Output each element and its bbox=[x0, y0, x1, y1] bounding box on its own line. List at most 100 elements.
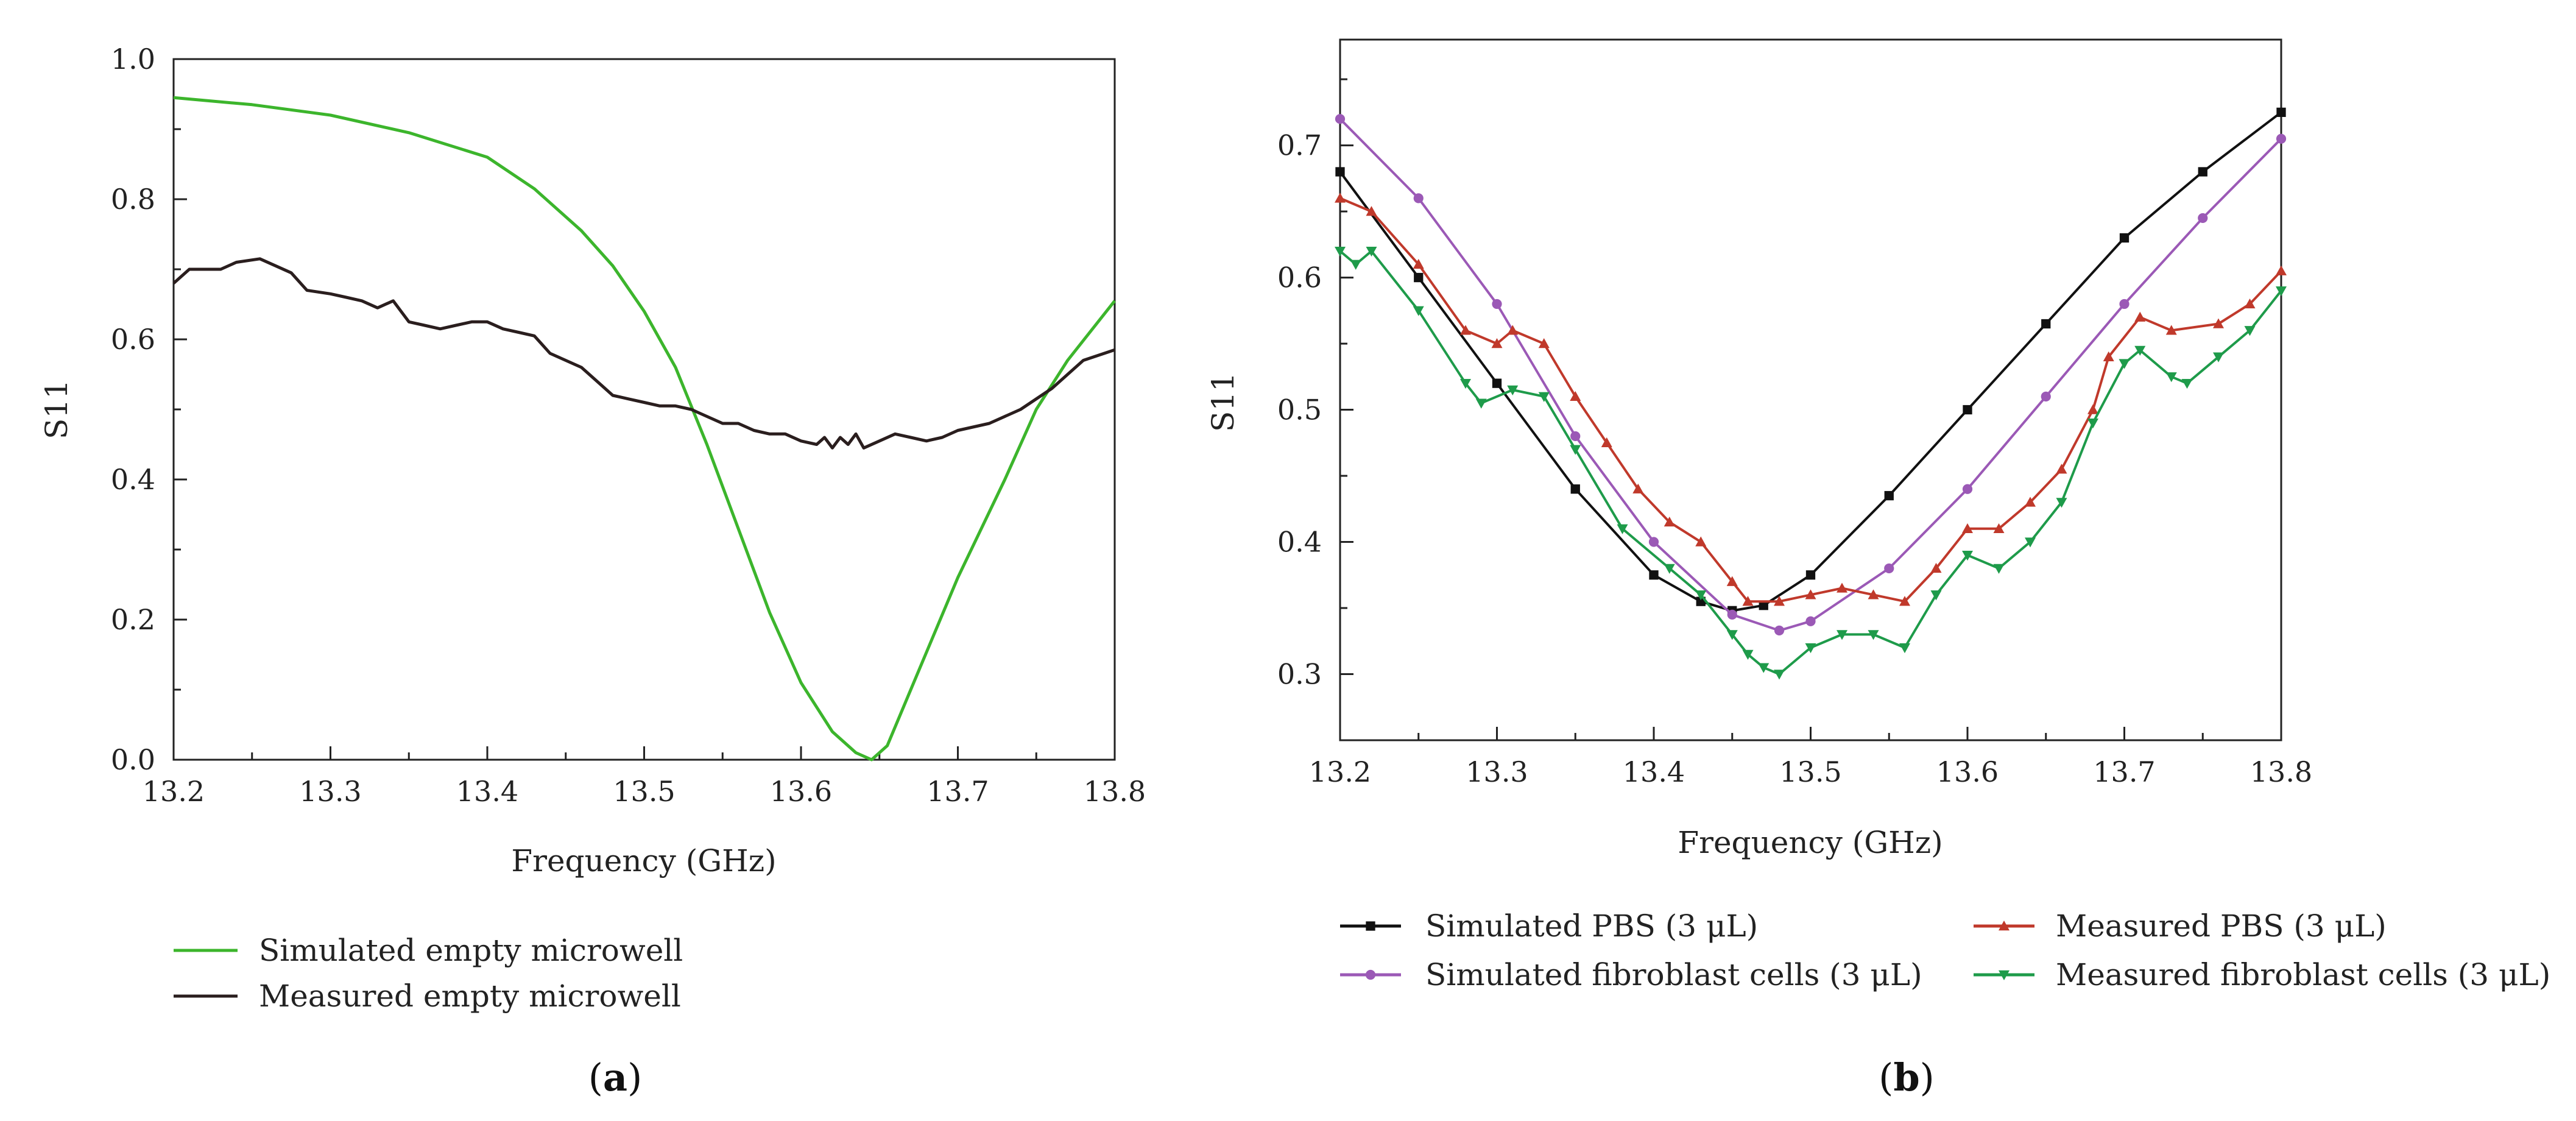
data-point bbox=[1414, 272, 1424, 283]
data-point bbox=[1335, 167, 1345, 177]
data-point bbox=[1570, 391, 1581, 401]
series-line-0 bbox=[173, 96, 1116, 762]
y-tick-label: 0.4 bbox=[111, 463, 155, 496]
data-point bbox=[2198, 167, 2207, 177]
data-point bbox=[2119, 359, 2130, 369]
data-point bbox=[1962, 523, 1973, 534]
y-tick-label: 0.4 bbox=[1277, 526, 1322, 559]
data-point bbox=[1805, 589, 1816, 599]
y-tick-label: 0.2 bbox=[111, 603, 155, 636]
data-point bbox=[2165, 325, 2177, 335]
data-point bbox=[1649, 570, 1659, 580]
data-point bbox=[1868, 630, 1879, 640]
data-point bbox=[1413, 258, 1424, 269]
data-point bbox=[1805, 616, 1816, 626]
data-point bbox=[1884, 563, 1894, 574]
data-point bbox=[2181, 378, 2193, 389]
data-point bbox=[1366, 206, 1377, 216]
x-tick-label: 13.8 bbox=[1084, 775, 1146, 808]
data-point bbox=[2119, 233, 2130, 243]
y-tick-label: 0.6 bbox=[1277, 261, 1322, 294]
data-point bbox=[1868, 589, 1879, 599]
data-point bbox=[2041, 391, 2051, 401]
data-point bbox=[1695, 536, 1707, 546]
data-point bbox=[2276, 265, 2287, 275]
data-point bbox=[2119, 299, 2130, 309]
x-tick-label: 13.6 bbox=[770, 775, 832, 808]
data-point bbox=[1805, 643, 1816, 654]
panel-label-b: (b) bbox=[1879, 1055, 1935, 1100]
data-point bbox=[2025, 537, 2036, 548]
x-axis-title: Frequency (GHz) bbox=[511, 843, 776, 879]
data-point bbox=[1899, 643, 1910, 654]
series-markers-1 bbox=[1335, 114, 2287, 636]
legend-label: Simulated fibroblast cells (3 μL) bbox=[1425, 957, 1922, 992]
x-tick-label: 13.7 bbox=[926, 775, 989, 808]
data-point bbox=[1413, 193, 1424, 203]
y-tick-label: 0.7 bbox=[1277, 129, 1322, 162]
data-point bbox=[1648, 537, 1659, 547]
data-point bbox=[1930, 590, 1942, 601]
plot-area-frame bbox=[1339, 38, 2282, 741]
data-point bbox=[1507, 325, 1519, 335]
x-tick-label: 13.3 bbox=[1466, 755, 1528, 788]
tick-marks bbox=[172, 58, 1116, 761]
data-point bbox=[2244, 326, 2256, 336]
data-point bbox=[1460, 378, 1471, 389]
x-tick-label: 13.7 bbox=[2093, 755, 2155, 788]
data-point bbox=[1492, 299, 1502, 309]
data-point bbox=[1993, 523, 2005, 534]
data-point bbox=[2025, 497, 2036, 507]
legend-label: Measured PBS (3 μL) bbox=[2056, 908, 2387, 944]
data-point bbox=[1993, 564, 2005, 574]
x-tick-labels: 13.2 13.3 13.4 13.5 13.6 13.7 13.8 bbox=[1309, 755, 2312, 788]
legend-label: Simulated PBS (3 μL) bbox=[1425, 908, 1758, 944]
series-lines bbox=[172, 96, 1116, 762]
y-tick-label: 0.5 bbox=[1277, 394, 1322, 426]
data-point bbox=[1570, 484, 1580, 494]
y-tick-label: 0.6 bbox=[111, 323, 155, 356]
data-point bbox=[2087, 419, 2098, 429]
y-tick-label: 1.0 bbox=[111, 43, 155, 76]
data-point bbox=[1759, 601, 1768, 610]
x-tick-labels: 13.2 13.3 13.4 13.5 13.6 13.7 13.8 bbox=[143, 775, 1146, 808]
data-point bbox=[1727, 609, 1737, 620]
y-tick-label: 0.0 bbox=[111, 743, 155, 776]
data-point bbox=[2244, 298, 2256, 309]
x-tick-label: 13.3 bbox=[299, 775, 361, 808]
data-point bbox=[2198, 213, 2208, 224]
x-tick-label: 13.5 bbox=[1779, 755, 1841, 788]
data-point bbox=[2276, 107, 2286, 117]
y-tick-label: 0.3 bbox=[1277, 658, 1322, 691]
data-point bbox=[1570, 431, 1581, 442]
legend: Simulated PBS (3 μL) Simulated fibroblas… bbox=[1340, 908, 2550, 992]
data-point bbox=[2103, 351, 2114, 361]
y-tick-labels: 0.3 0.4 0.5 0.6 0.7 bbox=[1277, 129, 1322, 691]
data-point bbox=[1664, 516, 1675, 527]
data-point bbox=[1774, 596, 1785, 606]
series-line-0 bbox=[1339, 111, 2282, 612]
data-point bbox=[2165, 372, 2177, 383]
x-tick-label: 13.8 bbox=[2250, 755, 2312, 788]
legend-label: Measured fibroblast cells (3 μL) bbox=[2056, 957, 2550, 992]
data-point bbox=[1413, 306, 1424, 316]
data-point bbox=[1774, 670, 1785, 680]
tick-marks bbox=[1339, 78, 2282, 741]
data-point bbox=[1601, 437, 1612, 447]
data-point bbox=[2056, 464, 2067, 474]
data-point bbox=[2134, 311, 2146, 322]
legend-swatch-marker bbox=[1365, 969, 1376, 980]
data-point bbox=[1570, 445, 1581, 455]
series-line-1 bbox=[1339, 118, 2282, 632]
data-point bbox=[1837, 630, 1847, 640]
data-point bbox=[1350, 260, 1361, 270]
x-tick-label: 13.4 bbox=[1623, 755, 1685, 788]
data-point bbox=[1366, 246, 1377, 257]
data-point bbox=[1899, 596, 1910, 606]
x-tick-label: 13.5 bbox=[613, 775, 675, 808]
series-markers-0 bbox=[1335, 107, 2286, 616]
legend-label: Simulated empty microwell bbox=[259, 933, 683, 968]
x-tick-label: 13.2 bbox=[143, 775, 205, 808]
data-point bbox=[1632, 483, 1644, 493]
